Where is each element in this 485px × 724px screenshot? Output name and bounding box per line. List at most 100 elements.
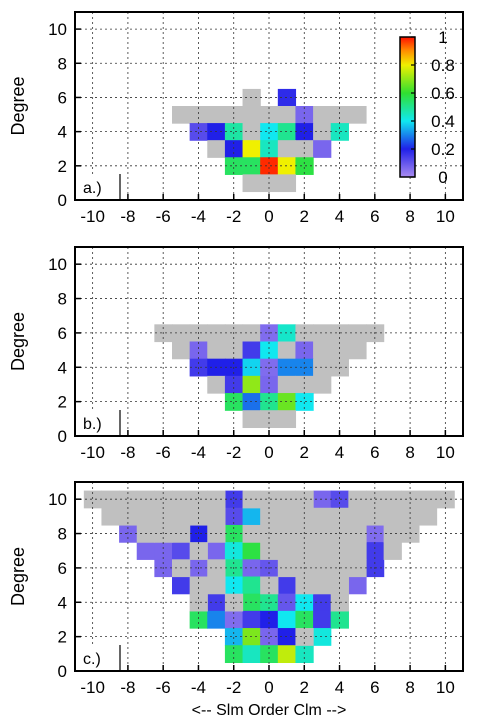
- heatmap-cell: [260, 542, 279, 560]
- heatmap-cell: [277, 375, 297, 394]
- heatmap-cell: [313, 593, 332, 612]
- heatmap-cell: [313, 559, 332, 578]
- heatmap-cell: [207, 375, 226, 394]
- x-tick-label: 6: [370, 678, 379, 697]
- heatmap-cell: [207, 542, 226, 560]
- x-tick-label: 2: [300, 207, 309, 226]
- heatmap-cell: [189, 106, 208, 124]
- x-tick-label: 4: [335, 443, 344, 462]
- heatmap-cell: [277, 576, 297, 595]
- x-tick-label: -10: [80, 207, 105, 226]
- x-tick-label: 2: [300, 443, 309, 462]
- heatmap-cell: [313, 524, 332, 543]
- x-tick-label: -10: [80, 678, 105, 697]
- y-tick-label: 6: [58, 88, 67, 107]
- heatmap-cell: [172, 507, 191, 526]
- heatmap-cell: [277, 542, 297, 560]
- heatmap-cell: [418, 490, 438, 509]
- x-tick-label: 0: [264, 207, 273, 226]
- x-tick-label: -4: [191, 678, 206, 697]
- heatmap-cell: [330, 542, 349, 560]
- y-tick-label: 0: [58, 191, 67, 210]
- colorbar-tick-label: 1: [438, 28, 447, 47]
- heatmap-cell: [224, 628, 244, 646]
- y-tick-label: 4: [58, 123, 67, 142]
- heatmap-cell: [383, 524, 402, 543]
- heatmap-cell: [224, 645, 244, 664]
- heatmap-cell: [330, 507, 349, 526]
- heatmap-cell: [207, 610, 226, 629]
- heatmap-cell: [330, 341, 349, 360]
- x-tick-label: -2: [226, 678, 241, 697]
- heatmap-cell: [295, 645, 314, 664]
- colorbar-gradient: [399, 36, 416, 178]
- heatmap-cell: [154, 507, 173, 526]
- heatmap-cell: [348, 106, 367, 124]
- heatmap-cell: [330, 610, 349, 629]
- colorbar-tick-label: 0: [438, 168, 447, 187]
- y-tick-label: 10: [48, 490, 67, 509]
- panel-label: c.): [83, 651, 101, 668]
- heatmap-cell: [242, 375, 261, 394]
- panel-label: b.): [83, 416, 102, 433]
- heatmap-cell: [224, 106, 244, 124]
- heatmap-cell: [260, 490, 279, 509]
- heatmap-cell: [295, 106, 314, 124]
- x-tick-label: 0: [264, 678, 273, 697]
- heatmap-cell: [295, 341, 314, 360]
- x-tick-label: -6: [156, 207, 171, 226]
- heatmap-cell: [313, 140, 332, 158]
- heatmap-cell: [260, 507, 279, 526]
- heatmap-cell: [260, 628, 279, 646]
- heatmap-cell: [136, 507, 155, 526]
- x-tick-label: -4: [191, 443, 206, 462]
- heatmap-cell: [242, 610, 261, 629]
- heatmap-cell: [313, 375, 332, 394]
- y-tick-label: 0: [58, 662, 67, 681]
- heatmap-cell: [172, 341, 191, 360]
- x-tick-label: 10: [436, 443, 455, 462]
- heatmap-cell: [189, 610, 208, 629]
- heatmap-cell: [313, 123, 332, 141]
- x-tick-label: -10: [80, 443, 105, 462]
- heatmap-cell: [295, 507, 314, 526]
- heatmap-cell: [260, 123, 279, 141]
- y-tick-label: 8: [58, 54, 67, 73]
- heatmap-cell: [172, 576, 191, 595]
- panel-label-box: [78, 174, 120, 199]
- y-tick-label: 10: [48, 255, 67, 274]
- heatmap-cell: [207, 140, 226, 158]
- x-tick-label: -6: [156, 678, 171, 697]
- heatmap-cell: [154, 542, 173, 560]
- heatmap-cell: [224, 341, 244, 360]
- heatmap-cell: [277, 410, 297, 429]
- x-tick-label: -6: [156, 443, 171, 462]
- y-tick-label: 4: [58, 358, 67, 377]
- heatmap-cell: [119, 490, 138, 509]
- heatmap-cell: [172, 106, 191, 124]
- heatmap-cell: [295, 157, 314, 175]
- heatmap-cell: [224, 123, 244, 141]
- x-tick-label: 2: [300, 678, 309, 697]
- y-axis-label: Degree: [8, 547, 28, 606]
- x-tick-label: 4: [335, 207, 344, 226]
- x-axis-label: <-- Slm Order Clm -->: [192, 702, 347, 719]
- heatmap-cell: [242, 174, 261, 193]
- heatmap-cell: [348, 324, 367, 343]
- heatmap-cell: [260, 393, 279, 411]
- heatmap-cell: [242, 106, 261, 124]
- x-tick-label: 6: [370, 207, 379, 226]
- heatmap-cell: [242, 341, 261, 360]
- heatmap-cell: [383, 542, 402, 560]
- heatmap-cell: [242, 410, 261, 429]
- y-tick-label: 8: [58, 525, 67, 544]
- heatmap-cell: [242, 576, 261, 595]
- heatmap-cell: [207, 576, 226, 595]
- heatmap-cell: [348, 490, 367, 509]
- x-tick-label: 8: [405, 443, 414, 462]
- heatmap-cell: [295, 375, 314, 394]
- heatmap-cell: [189, 341, 208, 360]
- heatmap-cell: [260, 341, 279, 360]
- y-tick-label: 0: [58, 427, 67, 446]
